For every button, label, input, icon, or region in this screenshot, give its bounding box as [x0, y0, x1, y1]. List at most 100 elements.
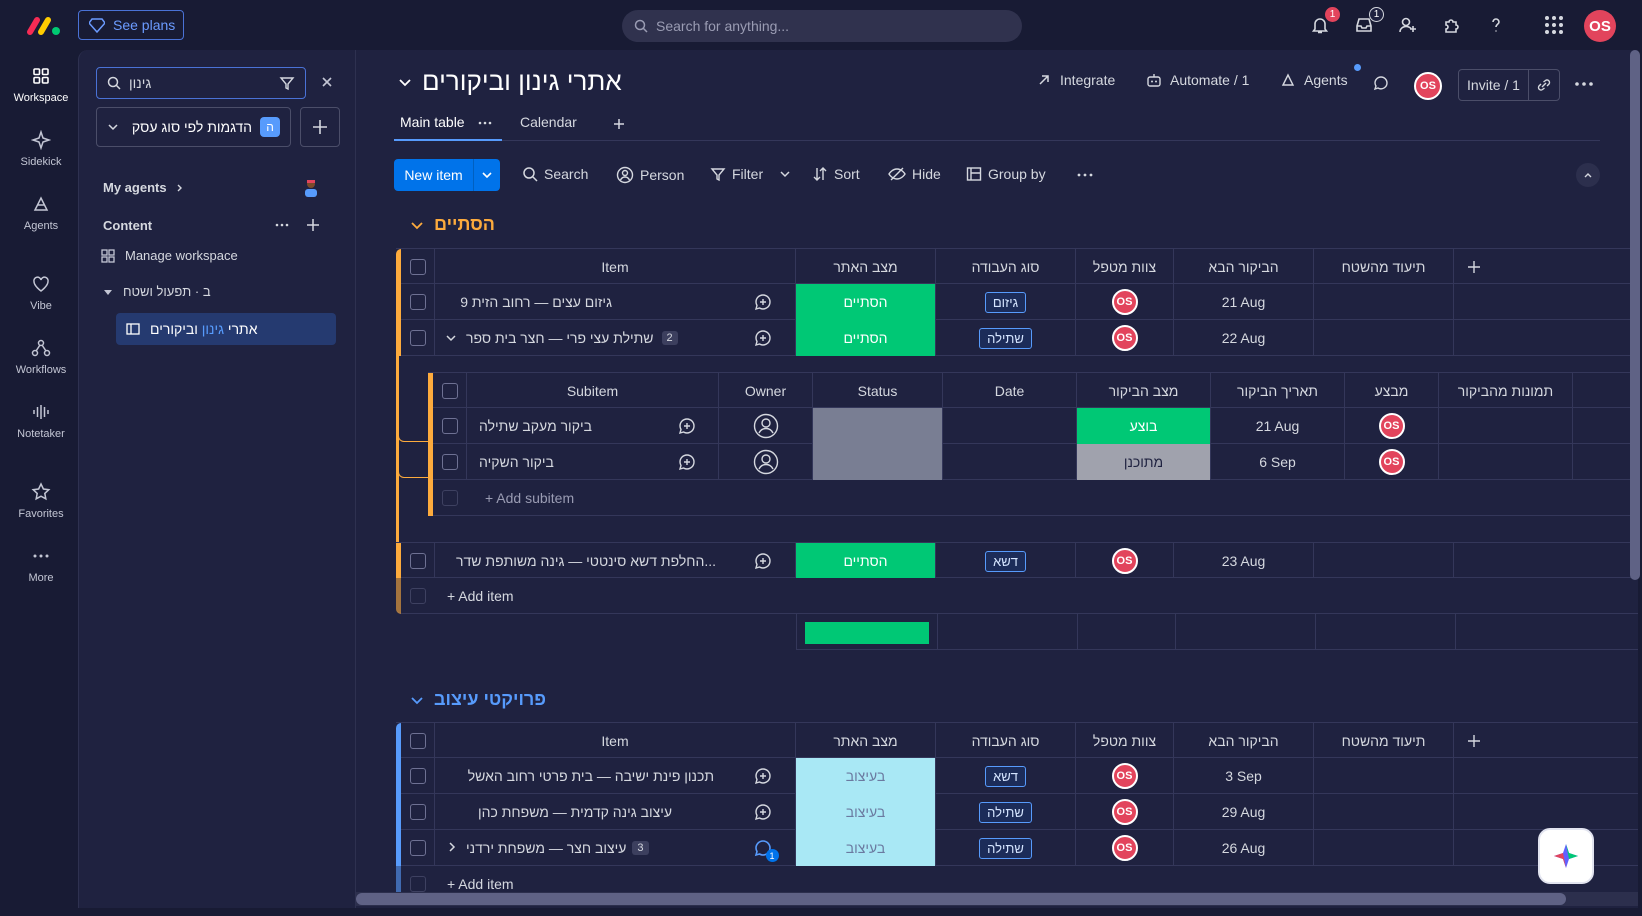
column-header-photos[interactable]: תמונות מהביקור [1439, 373, 1573, 409]
column-header-next-visit[interactable]: הביקור הבא [1174, 723, 1314, 759]
column-header-team[interactable]: צוות מטפל [1076, 723, 1174, 759]
add-item-row[interactable]: + Add item [396, 578, 1638, 614]
nav-vibe[interactable]: Vibe [4, 274, 78, 312]
customer-doc-cell[interactable] [1314, 543, 1454, 579]
item-name[interactable]: החלפת דשא סינטטי — גינה משותפת שדר... [456, 553, 716, 569]
monday-logo-icon[interactable] [26, 12, 62, 38]
column-header-work-type[interactable]: סוג העבודה [936, 723, 1076, 759]
add-update-icon[interactable] [730, 320, 796, 356]
add-workspace-item-button[interactable] [300, 107, 340, 147]
toolbar-filter-button[interactable]: Filter [710, 166, 791, 182]
nav-workflows[interactable]: Workflows [4, 338, 78, 376]
owner-cell[interactable] [719, 444, 813, 480]
add-subitem-button[interactable]: + Add subitem [485, 490, 575, 506]
customer-doc-cell[interactable] [1314, 320, 1454, 356]
column-header-item[interactable]: Item [435, 249, 796, 285]
row-checkbox[interactable] [401, 320, 435, 356]
chevron-down-icon[interactable] [474, 169, 500, 181]
next-visit-cell[interactable]: 21 Aug [1174, 284, 1314, 320]
board-owner-avatar[interactable]: OS [1414, 72, 1442, 100]
customer-doc-cell[interactable] [1314, 794, 1454, 830]
subitem-name[interactable]: ביקור מעקב שתילה [479, 418, 592, 434]
toolbar-sort-button[interactable]: Sort [812, 166, 860, 182]
column-header-next-visit[interactable]: הביקור הבא [1174, 249, 1314, 285]
subitem-name[interactable]: ביקור השקיה [479, 454, 554, 470]
add-column-plus-icon[interactable] [1454, 723, 1494, 759]
row-checkbox[interactable] [433, 408, 467, 444]
sidebar-search-input[interactable]: גינון [96, 67, 306, 99]
team-cell[interactable]: OS [1076, 320, 1174, 356]
site-status-cell[interactable]: הסתיים [796, 543, 936, 579]
user-avatar[interactable]: OS [1584, 10, 1616, 42]
customer-doc-cell[interactable] [1314, 830, 1454, 866]
row-checkbox[interactable] [401, 284, 435, 320]
manage-workspace-link[interactable]: Manage workspace [101, 248, 238, 263]
next-visit-cell[interactable]: 29 Aug [1174, 794, 1314, 830]
add-item-button[interactable]: + Add item [447, 876, 514, 892]
add-update-icon[interactable] [656, 408, 719, 444]
column-header-subitem[interactable]: Subitem [467, 373, 719, 409]
toolbar-person-button[interactable]: Person [616, 166, 684, 184]
date-cell[interactable] [943, 408, 1077, 444]
next-visit-cell[interactable]: 3 Sep [1174, 758, 1314, 794]
item-name[interactable]: תכנון פינת ישיבה — בית פרטי רחוב האשל [467, 768, 714, 784]
table-row[interactable]: עיצוב חצר — משפחת ירדני 3 1 בעיצוב שתילה… [396, 830, 1638, 866]
column-header-date[interactable]: Date [943, 373, 1077, 409]
status-summary-bar[interactable] [805, 622, 929, 644]
site-status-cell[interactable]: בעיצוב [796, 794, 936, 830]
notifications-bell-icon[interactable]: 1 [1308, 7, 1340, 37]
invite-button[interactable]: Invite / 1 [1458, 69, 1560, 101]
column-header-work-type[interactable]: סוג העבודה [936, 249, 1076, 285]
apps-puzzle-icon[interactable] [1440, 13, 1464, 37]
table-row[interactable]: שתילת עצי פרי — חצר בית ספר 2 הסתיים שתי… [396, 320, 1638, 356]
subitem-count-badge[interactable]: 3 [632, 841, 649, 855]
site-status-cell[interactable]: הסתיים [796, 320, 936, 356]
site-status-cell[interactable]: בעיצוב [796, 830, 936, 866]
column-header-item[interactable]: Item [435, 723, 796, 759]
work-type-cell[interactable]: גיזום [936, 284, 1076, 320]
team-cell[interactable]: OS [1076, 830, 1174, 866]
board-title[interactable]: אתרי גינון וביקורים [398, 66, 622, 97]
subitem-row[interactable]: ביקור מעקב שתילה בוצע 21 Aug OS [428, 408, 1638, 444]
toolbar-more-dots-icon[interactable] [1076, 170, 1094, 180]
tab-main-table[interactable]: Main table [400, 114, 465, 130]
table-row[interactable]: החלפת דשא סינטטי — גינה משותפת שדר... הס… [396, 542, 1638, 579]
nav-notetaker[interactable]: Notetaker [4, 402, 78, 440]
global-search-input[interactable]: Search for anything... [622, 10, 1022, 42]
subitem-row[interactable]: ביקור השקיה מתוכנן 6 Sep OS [428, 444, 1638, 480]
toolbar-search-button[interactable]: Search [522, 166, 588, 182]
group-header-design[interactable]: פרויקטי עיצוב [410, 689, 546, 710]
agents-button[interactable]: Agents [1280, 72, 1348, 88]
customer-doc-cell[interactable] [1314, 758, 1454, 794]
add-update-icon[interactable] [730, 758, 796, 794]
team-cell[interactable]: OS [1076, 758, 1174, 794]
select-all-checkbox[interactable] [401, 723, 435, 759]
photos-cell[interactable] [1439, 408, 1573, 444]
performer-cell[interactable]: OS [1345, 444, 1439, 480]
workspace-selector[interactable]: ה הדגמות לפי סוג עסק [96, 107, 291, 147]
owner-cell[interactable] [719, 408, 813, 444]
board-more-dots-icon[interactable] [1574, 76, 1594, 92]
column-header-team[interactable]: צוות מטפל [1076, 249, 1174, 285]
column-header-site-status[interactable]: מצב האתר [796, 249, 936, 285]
status-cell-empty[interactable] [813, 444, 943, 480]
photos-cell[interactable] [1439, 444, 1573, 480]
site-status-cell[interactable]: הסתיים [796, 284, 936, 320]
chevron-down-icon[interactable] [779, 168, 791, 180]
sidebar-board-item[interactable]: אתרי גינון וביקורים [116, 313, 336, 345]
nav-workspace[interactable]: Workspace [4, 66, 78, 104]
tab-options-dots-icon[interactable] [478, 118, 492, 128]
select-all-subitems-checkbox[interactable] [433, 373, 467, 409]
toolbar-hide-button[interactable]: Hide [888, 166, 941, 182]
row-checkbox[interactable] [433, 444, 467, 480]
copy-link-icon[interactable] [1529, 77, 1559, 93]
help-icon[interactable] [1484, 13, 1508, 37]
apps-grid-icon[interactable] [1542, 13, 1566, 37]
row-checkbox[interactable] [401, 543, 435, 579]
item-name[interactable]: גיזום עצים — רחוב הזית 9 [460, 294, 612, 310]
table-row[interactable]: עיצוב גינה קדמית — משפחת כהן בעיצוב שתיל… [396, 794, 1638, 830]
customer-doc-cell[interactable] [1314, 284, 1454, 320]
integrate-button[interactable]: Integrate [1036, 72, 1115, 88]
add-column-plus-icon[interactable] [1454, 249, 1494, 285]
column-header-customer-doc[interactable]: תיעוד מהשטח [1314, 723, 1454, 759]
